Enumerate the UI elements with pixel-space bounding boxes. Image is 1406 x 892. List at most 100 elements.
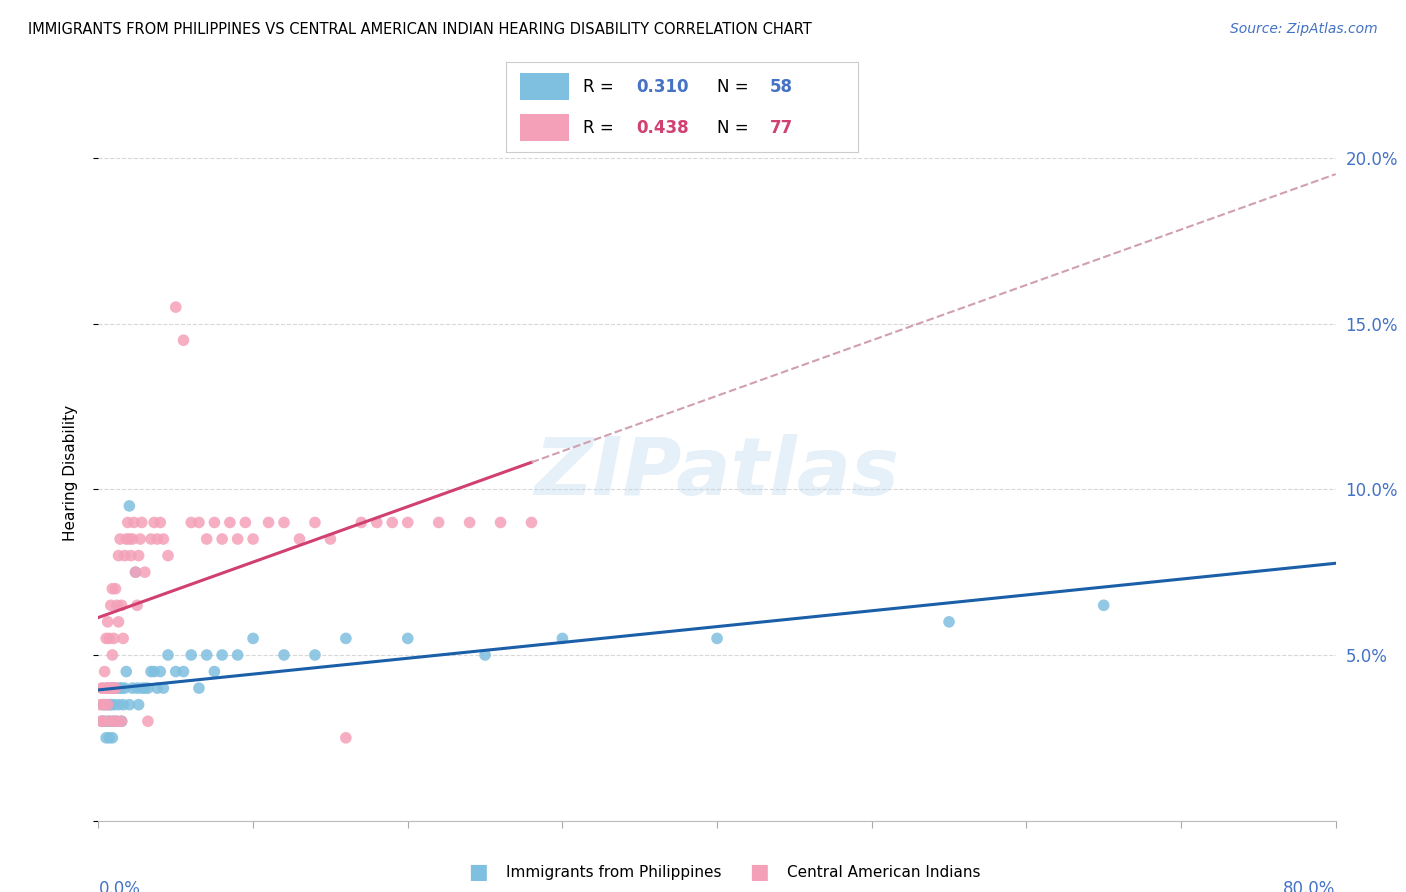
- Point: [157, 648, 180, 662]
- Point: [188, 516, 211, 530]
- Point: [128, 549, 150, 563]
- Point: [173, 665, 195, 679]
- Point: [91, 698, 114, 712]
- Text: ■: ■: [468, 863, 488, 882]
- Point: [273, 516, 295, 530]
- Point: [90, 714, 112, 729]
- Text: Central American Indians: Central American Indians: [787, 865, 981, 880]
- Point: [195, 532, 218, 546]
- Point: [98, 698, 121, 712]
- Point: [105, 714, 128, 729]
- Point: [149, 665, 172, 679]
- Point: [489, 516, 512, 530]
- Point: [111, 714, 134, 729]
- Point: [93, 665, 115, 679]
- Text: N =: N =: [717, 78, 748, 95]
- Point: [118, 532, 141, 546]
- Point: [97, 681, 120, 695]
- Text: R =: R =: [583, 119, 614, 136]
- Point: [366, 516, 388, 530]
- Point: [101, 731, 124, 745]
- Point: [98, 632, 121, 646]
- Point: [93, 714, 115, 729]
- Point: [103, 681, 125, 695]
- Y-axis label: Hearing Disability: Hearing Disability: [63, 405, 77, 541]
- Point: [118, 499, 141, 513]
- Point: [107, 615, 129, 629]
- Point: [146, 681, 169, 695]
- Point: [100, 599, 122, 613]
- Point: [89, 698, 111, 712]
- Point: [127, 681, 149, 695]
- Point: [108, 681, 131, 695]
- Point: [474, 648, 496, 662]
- Point: [105, 681, 128, 695]
- Point: [112, 632, 135, 646]
- Text: IMMIGRANTS FROM PHILIPPINES VS CENTRAL AMERICAN INDIAN HEARING DISABILITY CORREL: IMMIGRANTS FROM PHILIPPINES VS CENTRAL A…: [28, 22, 811, 37]
- Point: [107, 698, 129, 712]
- Point: [117, 516, 139, 530]
- Point: [304, 648, 326, 662]
- Point: [211, 532, 233, 546]
- Point: [104, 681, 127, 695]
- Point: [105, 714, 128, 729]
- Point: [111, 714, 134, 729]
- Point: [105, 599, 128, 613]
- FancyBboxPatch shape: [520, 73, 569, 100]
- Point: [98, 714, 121, 729]
- Text: Source: ZipAtlas.com: Source: ZipAtlas.com: [1230, 22, 1378, 37]
- Point: [101, 648, 124, 662]
- Point: [100, 698, 122, 712]
- Point: [100, 714, 122, 729]
- Point: [129, 532, 152, 546]
- Point: [211, 648, 233, 662]
- Point: [115, 532, 138, 546]
- Point: [143, 516, 166, 530]
- Point: [96, 632, 118, 646]
- Text: 0.438: 0.438: [636, 119, 689, 136]
- Point: [96, 681, 118, 695]
- Point: [103, 698, 125, 712]
- Text: 80.0%: 80.0%: [1284, 880, 1336, 892]
- Point: [107, 549, 129, 563]
- Point: [98, 681, 121, 695]
- Text: 0.310: 0.310: [636, 78, 689, 95]
- Point: [180, 516, 202, 530]
- Point: [304, 516, 326, 530]
- Point: [91, 714, 114, 729]
- Point: [134, 565, 156, 579]
- Point: [103, 714, 125, 729]
- Point: [90, 714, 112, 729]
- Point: [96, 698, 118, 712]
- Point: [90, 681, 112, 695]
- Point: [165, 300, 187, 314]
- Point: [139, 532, 162, 546]
- Point: [242, 532, 264, 546]
- Point: [146, 532, 169, 546]
- Point: [128, 698, 150, 712]
- Point: [124, 565, 146, 579]
- Point: [226, 648, 249, 662]
- Point: [134, 681, 156, 695]
- Point: [131, 516, 153, 530]
- Text: 58: 58: [770, 78, 793, 95]
- Point: [120, 549, 142, 563]
- Point: [152, 532, 174, 546]
- Point: [188, 681, 211, 695]
- Point: [97, 698, 120, 712]
- Text: Immigrants from Philippines: Immigrants from Philippines: [506, 865, 721, 880]
- Point: [350, 516, 373, 530]
- Point: [121, 681, 143, 695]
- Point: [226, 532, 249, 546]
- Point: [115, 665, 138, 679]
- Point: [98, 731, 121, 745]
- Point: [180, 648, 202, 662]
- Point: [458, 516, 481, 530]
- Point: [288, 532, 311, 546]
- Point: [219, 516, 242, 530]
- Point: [235, 516, 257, 530]
- Point: [114, 681, 136, 695]
- Point: [396, 632, 419, 646]
- Point: [101, 582, 124, 596]
- FancyBboxPatch shape: [520, 114, 569, 141]
